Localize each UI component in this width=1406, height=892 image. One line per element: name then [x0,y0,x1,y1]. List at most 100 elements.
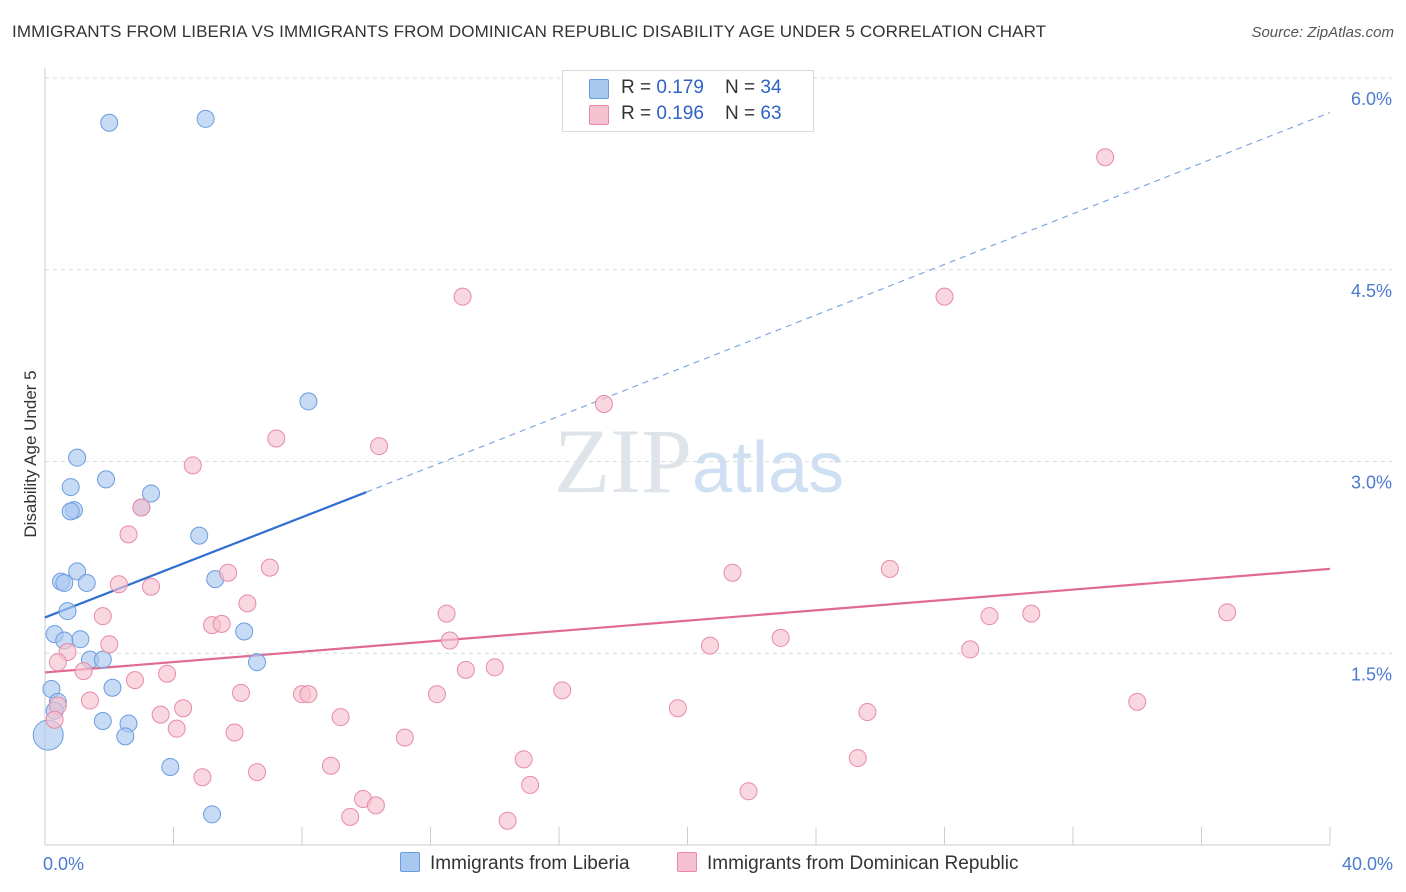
liberia-point [299,392,318,411]
dominican-point [158,664,177,683]
dominican-point [248,763,267,782]
dominican-point [1022,604,1041,623]
dominican-point [498,811,517,830]
legend-n-value-dominican: 63 [760,103,782,124]
dominican-point [132,498,151,517]
chart-title: IMMIGRANTS FROM LIBERIA VS IMMIGRANTS FR… [12,22,1047,41]
dominican-point [980,607,999,626]
liberia-point [68,448,87,467]
bottom-legend-liberia: Immigrants from Liberia [400,852,630,875]
liberia-point [161,758,180,777]
dominican-point [961,640,980,659]
dominican-point [299,685,318,704]
dominican-point [723,563,742,582]
dominican-point [366,796,385,815]
dominican-point [331,708,350,727]
liberia-point [58,602,77,621]
dominican-point [212,614,231,633]
dominican-point [553,681,572,700]
liberia-point [61,478,80,497]
correlation-legend: R = 0.179 N = 34 R = 0.196 N = 63 [562,70,814,132]
trend-line-dominican [44,567,1331,674]
bottom-legend-swatch-liberia [400,852,420,872]
legend-r-value-dominican: 0.196 [656,103,704,124]
dominican-point [260,558,279,577]
liberia-point [116,727,135,746]
dominican-point [109,575,128,594]
liberia-point [248,653,267,672]
dominican-point [700,636,719,655]
dominican-point [174,699,193,718]
liberia-point [55,573,74,592]
liberia-point [190,526,209,545]
liberia-point [235,622,254,641]
dominican-point [80,691,99,710]
liberia-point [100,113,119,132]
dominican-point [456,660,475,679]
y-tick-label: 6.0% [1351,89,1392,109]
dominican-point [370,437,389,456]
liberia-point [61,502,80,521]
liberia-point [142,484,161,503]
legend-swatch-liberia [589,79,609,99]
bottom-legend-label-liberia: Immigrants from Liberia [430,853,630,874]
dominican-point [521,775,540,794]
dominican-point [267,429,286,448]
x-tick-label-max: 40.0% [1342,854,1393,874]
dominican-point [1128,692,1147,711]
legend-swatch-dominican [589,105,609,125]
dominican-point [100,635,119,654]
data-points [32,109,1237,830]
dominican-point [238,594,257,613]
dominican-point [142,577,161,596]
legend-n-value-liberia: 34 [760,77,782,98]
dominican-point [125,671,144,690]
dominican-point [93,607,112,626]
dominican-point [440,631,459,650]
dominican-point [48,653,67,672]
legend-n-label: N = [725,103,761,124]
dominican-point [395,728,414,747]
gridlines [45,77,1392,654]
dominican-point [453,287,472,306]
dominican-point [739,782,758,801]
dominican-point [858,703,877,722]
trend-lines [44,111,1331,674]
watermark-atlas: atlas [692,428,845,508]
bottom-legend-dominican: Immigrants from Dominican Republic [677,852,1019,875]
liberia-point [77,573,96,592]
axes [44,68,1331,846]
dominican-point [119,525,138,544]
y-tick-label: 4.5% [1351,281,1392,301]
liberia-point [71,630,90,649]
dominican-point [74,662,93,681]
dominican-point [771,628,790,647]
source-credit: Source: ZipAtlas.com [1251,24,1394,41]
dominican-point [848,749,867,768]
dominican-point [225,723,244,742]
dominican-point [485,658,504,677]
dominican-point [193,768,212,787]
tick-labels: 1.5% 3.0% 4.5% 6.0% 0.0% 40.0% [43,89,1393,874]
legend-n-label: N = [725,77,761,98]
legend-r-label: R = [621,77,657,98]
dominican-point [219,563,238,582]
dominican-point [341,807,360,826]
dominican-point [1218,603,1237,622]
dominican-point [167,719,186,738]
dominican-point [1096,148,1115,167]
liberia-point [93,712,112,731]
trend-line-liberia [44,491,367,619]
y-tick-label: 1.5% [1351,664,1392,684]
dominican-point [437,604,456,623]
dominican-point [321,756,340,775]
legend-text-liberia: R = 0.179 N = 34 [621,77,782,99]
dominican-point [594,394,613,413]
legend-text-dominican: R = 0.196 N = 63 [621,103,782,125]
legend-r-label: R = [621,103,657,124]
liberia-point [68,562,87,581]
dominican-point [514,750,533,769]
dominican-point [151,705,170,724]
dominican-point [231,683,250,702]
liberia-point [196,109,215,128]
